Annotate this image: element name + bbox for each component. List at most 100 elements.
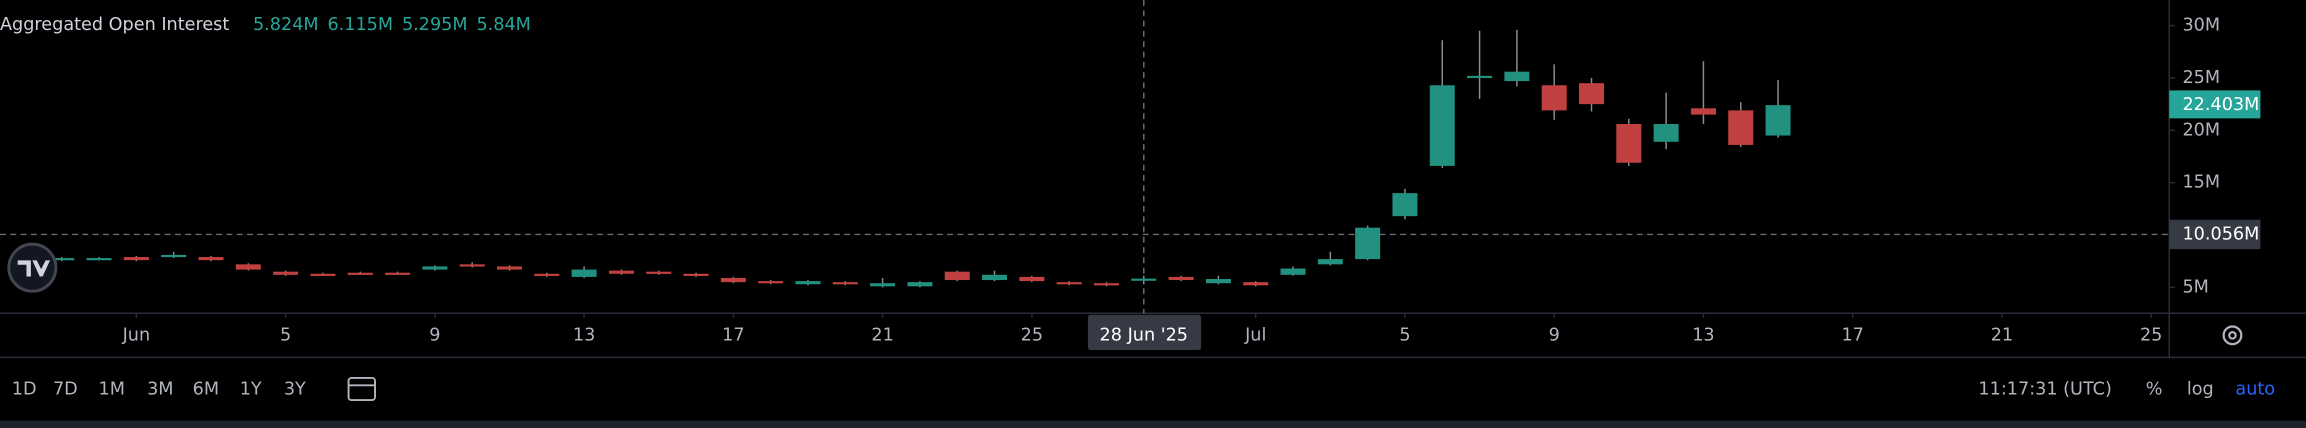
- candle-body: [870, 283, 896, 287]
- legend-value: 6.115M: [327, 15, 393, 35]
- calendar-icon[interactable]: [347, 377, 376, 401]
- candle-body: [1093, 283, 1119, 286]
- candle-body: [1131, 278, 1157, 281]
- range-button[interactable]: 7D: [53, 380, 78, 400]
- bottom-edge: [0, 420, 2306, 428]
- candle-body: [86, 258, 112, 261]
- candle-body: [944, 271, 970, 281]
- candle-body: [310, 273, 336, 276]
- candle-body: [720, 277, 746, 283]
- candle-body: [1019, 276, 1045, 282]
- candle-body: [422, 266, 448, 270]
- candle-body: [1168, 276, 1194, 281]
- crosshair-time-label: 28 Jun '25: [1100, 325, 1188, 345]
- x-tick-label: 21: [871, 325, 893, 345]
- range-button[interactable]: 1D: [12, 380, 37, 400]
- crosshair-time-box: [1087, 314, 1202, 351]
- candle-body: [683, 273, 709, 276]
- time-label: 11:17:31 (UTC): [1978, 380, 2111, 400]
- candle-body: [273, 271, 299, 275]
- scale-option[interactable]: log: [2187, 380, 2214, 400]
- x-tick-label: 13: [573, 325, 595, 345]
- legend-value: 5.84M: [476, 15, 530, 35]
- settings-icon[interactable]: [2222, 325, 2243, 346]
- x-tick-label: 5: [280, 325, 291, 345]
- x-tick-label: 5: [1399, 325, 1410, 345]
- x-tick-label: Jun: [122, 325, 151, 345]
- candle-body: [1504, 71, 1530, 82]
- candle-body: [1280, 268, 1306, 275]
- candle-body: [758, 281, 784, 284]
- x-tick-label: 25: [2140, 325, 2162, 345]
- y-tick-label: 20M: [2182, 120, 2220, 140]
- candle-body: [198, 257, 224, 261]
- logo: [7, 242, 58, 293]
- candle-body: [832, 282, 858, 285]
- candle-body: [49, 258, 75, 261]
- candle-body: [1467, 75, 1493, 79]
- x-tick-label: 17: [1841, 325, 1863, 345]
- candle-body: [459, 264, 485, 267]
- candle-body: [1765, 105, 1791, 136]
- candle-body: [347, 272, 373, 275]
- x-tick-label: 9: [429, 325, 440, 345]
- candle-body: [1056, 282, 1082, 285]
- range-button[interactable]: 3M: [147, 380, 173, 400]
- candle-body: [1690, 108, 1716, 115]
- x-tick-label: Jul: [1244, 325, 1266, 345]
- x-tick-label: 21: [1991, 325, 2013, 345]
- indicator-title: Aggregated Open Interest: [0, 15, 229, 35]
- legend-value: 5.824M: [253, 15, 319, 35]
- candle-body: [1205, 279, 1231, 284]
- logo-mark: [17, 260, 51, 277]
- candle-body: [123, 257, 149, 261]
- scale-option[interactable]: auto: [2235, 380, 2275, 400]
- candle-body: [1653, 124, 1679, 142]
- scale-option[interactable]: %: [2146, 380, 2163, 400]
- gear-inner[interactable]: [2228, 330, 2237, 340]
- range-button[interactable]: 6M: [193, 380, 219, 400]
- candle-body: [1317, 259, 1343, 265]
- candle-body: [1355, 227, 1381, 260]
- candle-body: [1392, 193, 1418, 217]
- candle-body: [795, 281, 821, 285]
- y-tick-label: 5M: [2182, 277, 2208, 297]
- gear-outer[interactable]: [2222, 325, 2243, 346]
- candle-body: [385, 272, 411, 275]
- y-tick-label: 15M: [2182, 173, 2220, 193]
- candle-body: [1728, 110, 1754, 145]
- calendar-body[interactable]: [347, 377, 376, 401]
- candle-body: [646, 271, 672, 274]
- candle-body: [571, 269, 597, 277]
- candle-body: [1579, 83, 1605, 105]
- candle-body: [235, 264, 261, 270]
- last-price-label: 22.403M: [2182, 95, 2259, 115]
- x-tick-label: 17: [722, 325, 744, 345]
- range-button[interactable]: 1M: [99, 380, 125, 400]
- x-tick-label: 25: [1021, 325, 1043, 345]
- crosshair-price-box: [2169, 219, 2261, 250]
- candle-body: [1243, 282, 1269, 286]
- candle-body: [1429, 85, 1455, 166]
- candle-body: [608, 270, 634, 274]
- candle-body: [907, 282, 933, 287]
- x-tick-label: 9: [1549, 325, 1560, 345]
- candle-body: [1541, 85, 1567, 111]
- last-price-box: [2169, 90, 2261, 119]
- y-tick-label: 25M: [2182, 68, 2220, 88]
- legend: 5.824M 6.115M 5.295M 5.84M: [253, 15, 531, 35]
- candle-body: [534, 273, 560, 276]
- y-tick-label: 30M: [2182, 16, 2220, 36]
- crosshair-price-label: 10.056M: [2182, 224, 2259, 244]
- range-button[interactable]: 3Y: [284, 380, 306, 400]
- x-tick-label: 13: [1692, 325, 1714, 345]
- candle-body: [496, 266, 522, 270]
- legend-value: 5.295M: [402, 15, 468, 35]
- candle-body: [1616, 124, 1642, 163]
- candle-body: [161, 254, 187, 258]
- range-button[interactable]: 1Y: [240, 380, 262, 400]
- candle-body: [982, 274, 1008, 281]
